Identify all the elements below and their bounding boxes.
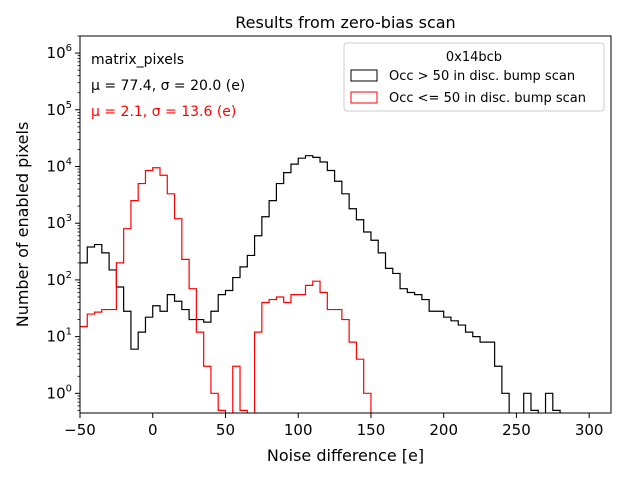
y-tick-exponent: 3 xyxy=(66,213,72,224)
x-axis-title: Noise difference [e] xyxy=(267,446,424,465)
y-tick-exponent: 1 xyxy=(66,327,72,338)
plot-frame xyxy=(79,35,612,414)
y-tick-exponent: 2 xyxy=(66,270,72,281)
x-tick-label: 100 xyxy=(284,421,313,439)
annotation-red-stats: μ = 2.1, σ = 13.6 (e) xyxy=(91,104,236,120)
legend-title: 0x14bcb xyxy=(446,50,502,65)
legend-swatch-red xyxy=(350,91,378,104)
x-tick-label: 200 xyxy=(429,421,458,439)
y-tick-exponent: 5 xyxy=(66,100,72,111)
y-axis-title: Number of enabled pixels xyxy=(13,122,32,328)
annotation-dataset-name: matrix_pixels xyxy=(91,52,184,68)
legend: 0x14bcb Occ > 50 in disc. bump scan Occ … xyxy=(343,42,605,112)
histogram-black-series xyxy=(80,155,561,413)
x-tick-label: −50 xyxy=(64,421,96,439)
y-tick-exponent: 4 xyxy=(66,156,72,167)
histogram-red-series xyxy=(80,167,372,413)
x-tick-label: 250 xyxy=(502,421,531,439)
x-tick-label: 150 xyxy=(357,421,386,439)
legend-box xyxy=(343,42,605,112)
x-tick-label: 50 xyxy=(216,421,235,439)
x-axis: −50 0 50 100 150 200 250 300 xyxy=(64,413,603,439)
annotation-black-stats: μ = 77.4, σ = 20.0 (e) xyxy=(91,78,245,94)
stats-annotations: matrix_pixels μ = 77.4, σ = 20.0 (e) μ =… xyxy=(91,52,245,120)
chart-title: Results from zero-bias scan xyxy=(235,13,455,32)
y-tick-exponent: 6 xyxy=(66,43,72,54)
legend-label-red: Occ <= 50 in disc. bump scan xyxy=(389,91,586,106)
x-tick-label: 0 xyxy=(148,421,158,439)
legend-label-black: Occ > 50 in disc. bump scan xyxy=(389,69,575,84)
legend-swatch-black xyxy=(350,69,378,82)
series-layer xyxy=(80,155,561,413)
x-tick-label: 300 xyxy=(575,421,604,439)
y-tick-exponent: 0 xyxy=(66,383,72,394)
